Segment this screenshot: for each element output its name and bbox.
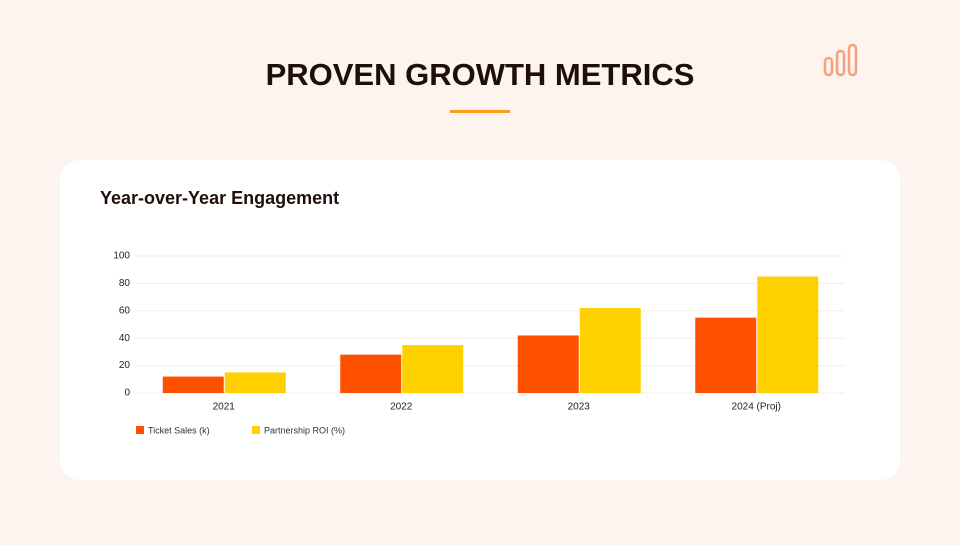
- y-tick-label: 0: [124, 388, 130, 399]
- x-tick-label: 2023: [568, 402, 591, 413]
- bar: [517, 335, 579, 393]
- title-underline: [450, 110, 510, 113]
- x-tick-label: 2022: [390, 402, 413, 413]
- bar: [224, 372, 286, 393]
- bar: [695, 317, 757, 393]
- x-tick-label: 2024 (Proj): [732, 402, 781, 413]
- chart-icon: [823, 43, 858, 77]
- bar: [340, 354, 402, 393]
- bar: [162, 376, 224, 393]
- bar: [757, 276, 819, 393]
- legend-label: Partnership ROI (%): [264, 425, 345, 435]
- y-tick-label: 100: [113, 251, 130, 262]
- bar: [402, 345, 464, 393]
- x-tick-label: 2021: [213, 402, 236, 413]
- chart-title: Year-over-Year Engagement: [100, 188, 339, 208]
- legend-swatch: [136, 426, 144, 434]
- bar: [579, 308, 641, 393]
- y-tick-label: 60: [119, 305, 131, 316]
- y-tick-label: 40: [119, 333, 131, 344]
- legend-label: Ticket Sales (k): [148, 425, 210, 435]
- card: [60, 160, 900, 480]
- legend-swatch: [252, 426, 260, 434]
- y-tick-label: 20: [119, 360, 131, 371]
- y-tick-label: 80: [119, 278, 131, 289]
- slide-title: PROVEN GROWTH METRICS: [266, 57, 695, 92]
